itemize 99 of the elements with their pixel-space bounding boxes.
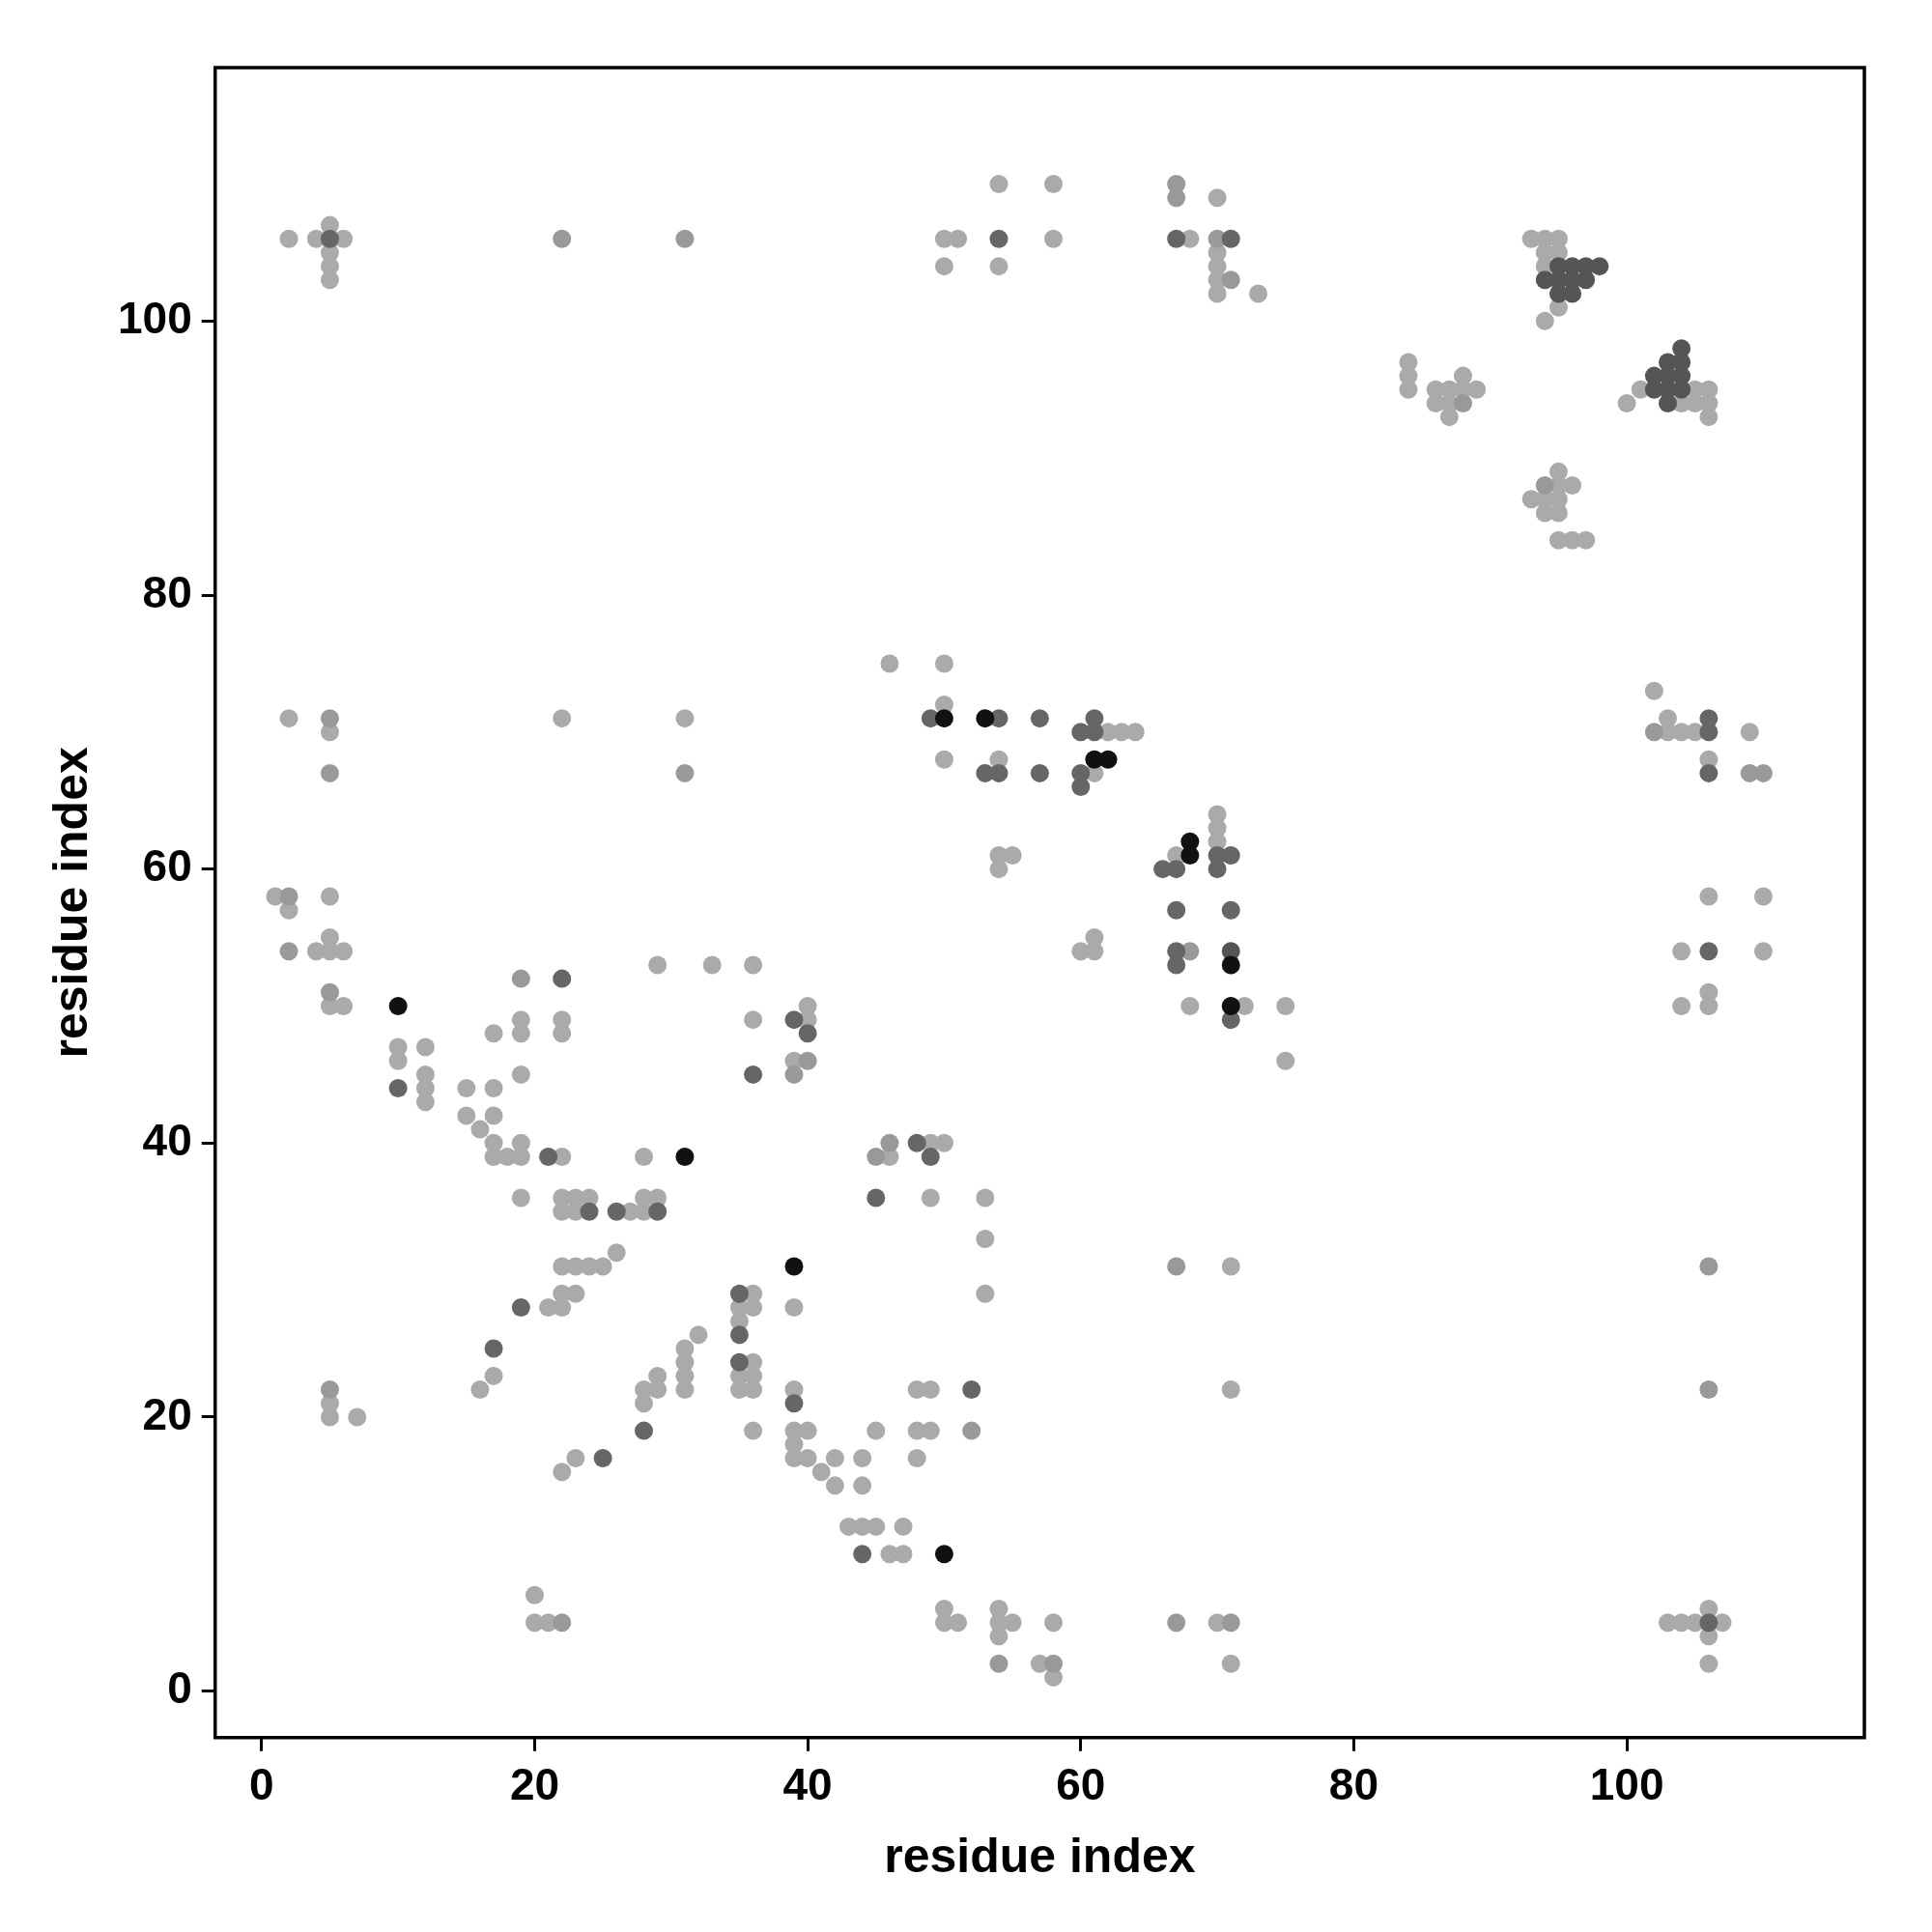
point — [320, 982, 339, 1002]
point — [1208, 860, 1227, 879]
point — [1221, 845, 1240, 865]
point — [1699, 1380, 1719, 1400]
point — [784, 1010, 804, 1030]
y-tick-label: 20 — [142, 1388, 192, 1439]
point — [867, 1188, 886, 1208]
point — [648, 1202, 668, 1221]
point — [798, 1051, 817, 1070]
point — [1030, 709, 1049, 728]
x-tick-label: 40 — [782, 1759, 833, 1810]
point — [1563, 284, 1582, 303]
point — [1672, 380, 1691, 399]
point — [553, 969, 572, 988]
point — [635, 1421, 654, 1440]
y-tick-label: 100 — [118, 293, 192, 344]
point — [729, 1284, 749, 1303]
point — [962, 1380, 981, 1400]
point — [539, 1147, 558, 1166]
point — [1453, 393, 1472, 412]
point — [784, 1394, 804, 1413]
point — [1044, 1654, 1064, 1673]
point — [320, 709, 339, 728]
point — [580, 1202, 599, 1221]
point — [1167, 955, 1186, 975]
point — [798, 1024, 817, 1043]
x-axis-title: residue index — [884, 1828, 1196, 1883]
point — [1535, 476, 1554, 496]
point — [1221, 270, 1240, 290]
point — [1699, 763, 1719, 782]
point — [675, 763, 695, 782]
point — [1085, 723, 1104, 742]
point — [320, 763, 339, 782]
x-tick-label: 20 — [509, 1759, 560, 1810]
point — [853, 1545, 872, 1564]
point — [976, 709, 995, 728]
point — [729, 1352, 749, 1372]
point — [675, 1147, 695, 1166]
point — [593, 1448, 612, 1467]
point — [1644, 723, 1663, 742]
point — [744, 1065, 763, 1084]
point — [607, 1202, 626, 1221]
y-tick-label: 40 — [142, 1114, 192, 1165]
point — [962, 1421, 981, 1440]
point — [1221, 1613, 1240, 1633]
y-tick-label: 80 — [142, 566, 192, 617]
x-tick-label: 60 — [1056, 1759, 1106, 1810]
point — [934, 1545, 953, 1564]
point — [907, 1133, 926, 1152]
point — [784, 1257, 804, 1276]
x-tick-label: 0 — [249, 1759, 274, 1810]
point — [1167, 900, 1186, 920]
point — [989, 1654, 1009, 1673]
point — [1699, 723, 1719, 742]
point — [675, 229, 695, 248]
x-tick-label: 100 — [1589, 1759, 1664, 1810]
x-tick-label: 80 — [1328, 1759, 1379, 1810]
y-tick-label: 60 — [142, 840, 192, 892]
point — [1221, 900, 1240, 920]
point — [279, 887, 298, 906]
point — [784, 1065, 804, 1084]
point — [1221, 996, 1240, 1015]
point — [553, 229, 572, 248]
point — [511, 969, 530, 988]
point — [934, 709, 953, 728]
y-axis-title: residue index — [43, 747, 98, 1059]
y-tick-label: 0 — [167, 1662, 192, 1714]
point — [511, 1297, 530, 1317]
point — [320, 229, 339, 248]
point — [1577, 270, 1596, 290]
point — [1753, 763, 1773, 782]
point — [867, 1147, 886, 1166]
point — [1221, 955, 1240, 975]
point — [1590, 257, 1609, 276]
point — [1071, 778, 1091, 797]
point — [1699, 942, 1719, 961]
point — [1167, 229, 1186, 248]
point — [1699, 1257, 1719, 1276]
point — [320, 1380, 339, 1400]
point — [388, 1079, 408, 1098]
point — [1167, 1613, 1186, 1633]
point — [989, 763, 1009, 782]
point — [921, 1147, 940, 1166]
point — [880, 1133, 899, 1152]
point — [1180, 845, 1200, 865]
point — [1030, 763, 1049, 782]
point — [1167, 1257, 1186, 1276]
point — [553, 1613, 572, 1633]
point — [1699, 1613, 1719, 1633]
point — [989, 229, 1009, 248]
point — [1098, 750, 1118, 769]
point — [484, 1339, 503, 1358]
point — [729, 1325, 749, 1345]
point — [388, 996, 408, 1015]
point — [1167, 860, 1186, 879]
point — [1658, 393, 1677, 412]
point — [1221, 229, 1240, 248]
point — [1167, 188, 1186, 208]
point — [279, 942, 298, 961]
